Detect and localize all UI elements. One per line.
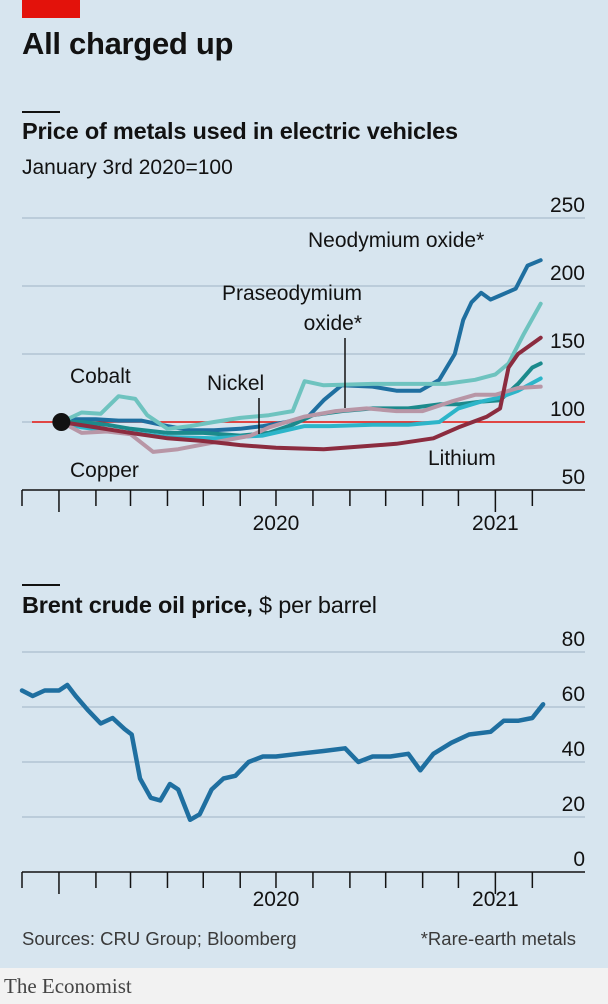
series-label: Cobalt [70, 365, 131, 388]
y-tick-label: 250 [550, 194, 585, 217]
y-tick-label: 0 [573, 848, 585, 871]
series-label: oxide* [304, 312, 362, 335]
x-tick-label: 2020 [253, 512, 300, 535]
chart1-title: Price of metals used in electric vehicle… [22, 118, 458, 144]
y-tick-label: 80 [562, 628, 585, 651]
y-tick-label: 20 [562, 793, 585, 816]
y-tick-label: 200 [550, 262, 585, 285]
chart2-unit: $ per barrel [259, 592, 377, 618]
footnote: *Rare-earth metals [420, 928, 576, 949]
footer-bar: The Economist [0, 968, 608, 1004]
chart2-title: Brent crude oil price, $ per barrel [22, 592, 377, 619]
chart1-group: 50 100 150 200 250 2020 2021 Neodymium oxide* Pr… [21, 194, 585, 535]
headline: All charged up [22, 26, 234, 61]
series-label: Neodymium oxide* [308, 229, 484, 252]
chart2-rule [22, 584, 60, 586]
series-line-brent [19, 682, 546, 823]
series-label: Nickel [207, 372, 264, 395]
y-tick-label: 50 [562, 466, 585, 489]
source-note: Sources: CRU Group; Bloomberg [22, 928, 297, 949]
series-line-lithium [59, 335, 543, 452]
y-tick-label: 60 [562, 683, 585, 706]
start-marker-dot [52, 413, 71, 431]
series-label: Praseodymium [222, 282, 362, 305]
brand-logo-text: The Economist [4, 974, 132, 998]
series-label: Lithium [428, 447, 496, 470]
y-tick-label: 150 [550, 330, 585, 353]
brand-red-tag [22, 0, 80, 18]
chart2-title-text: Brent crude oil price, [22, 592, 253, 618]
x-tick-label: 2021 [472, 888, 519, 911]
chart1-subtitle: January 3rd 2020=100 [22, 156, 233, 179]
series-line-cobalt [59, 301, 543, 431]
chart2-group: 0 20 40 60 80 2020 2021 [19, 628, 585, 911]
x-tick-label: 2020 [253, 888, 300, 911]
x-tick-label: 2021 [472, 512, 519, 535]
y-tick-label: 40 [562, 738, 585, 761]
y-tick-label: 100 [550, 398, 585, 421]
chart1-rule [22, 111, 60, 113]
series-label: Copper [70, 459, 139, 482]
